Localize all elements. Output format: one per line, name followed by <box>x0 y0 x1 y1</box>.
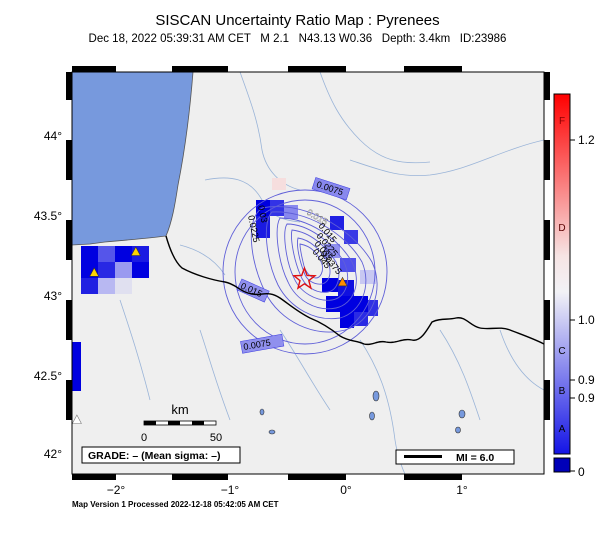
colorbar-value: 1.0 <box>578 313 595 327</box>
epicenter-star-icon <box>292 266 317 290</box>
sea-bay-of-biscay <box>72 72 194 246</box>
scale-bar-label: 50 <box>210 432 222 444</box>
colorbar-letter: B <box>559 386 566 397</box>
colorbar-letter: C <box>558 346 565 357</box>
lat-tick-label: 44° <box>44 129 62 143</box>
colorbar-value: 0.9 <box>578 391 595 405</box>
lon-tick-label: 0° <box>340 483 352 497</box>
frame-ticks <box>66 66 550 480</box>
station-triangle-icon <box>337 276 348 287</box>
event-date: Dec 18, 2022 05:39:31 AM CET <box>88 33 251 45</box>
contour-label: 0.0075 <box>243 337 272 352</box>
event-id: ID:23986 <box>459 33 507 45</box>
scale-bar: km 0 50 <box>141 402 222 444</box>
event-info: Dec 18, 2022 05:39:31 AM CET M 2.1 N43.1… <box>0 33 595 45</box>
event-location: N43.13 W0.36 <box>298 33 373 45</box>
lat-tick-label: 43° <box>44 289 62 303</box>
colorbar-letter: F <box>559 116 565 127</box>
event-depth: Depth: 3.4km <box>381 33 451 45</box>
lat-tick-label: 43.5° <box>34 209 62 223</box>
lon-tick-label: 1° <box>456 483 468 497</box>
scale-bar-label: 0 <box>141 432 147 444</box>
uncertainty-contours <box>222 189 388 355</box>
event-magnitude: M 2.1 <box>260 33 290 45</box>
lon-tick-label: −2° <box>107 483 126 497</box>
stations <box>72 246 348 424</box>
country-border <box>165 235 544 346</box>
colorbar-value: 0.9 <box>578 373 595 387</box>
station-triangle-icon <box>130 246 141 256</box>
colorbar: F D C B A 1.2 1.0 0.9 0.9 0 <box>553 93 595 479</box>
map-area: 0.0075 0.015 0.03 0.0225 0.015 0.0225 0.… <box>72 72 544 474</box>
epicenter-layer <box>292 266 317 290</box>
colorbar-gradient <box>553 93 571 455</box>
contour-label: 0.03 <box>256 204 269 223</box>
lat-tick-label: 42° <box>44 447 62 461</box>
station-triangle-icon <box>89 267 100 277</box>
map-title: SISCAN Uncertainty Ratio Map : Pyrenees <box>155 12 440 29</box>
colorbar-letter: A <box>559 424 566 435</box>
lat-tick-label: 42.5° <box>34 369 62 383</box>
colorbar-value: 0 <box>578 465 585 479</box>
colorbar-letter: D <box>558 223 565 234</box>
colorbar-value: 1.2 <box>578 133 595 147</box>
colorbar-zero-swatch <box>553 457 571 473</box>
lon-tick-label: −1° <box>221 483 240 497</box>
grade-text: GRADE: – (Mean sigma: –) <box>88 450 220 462</box>
latitude-labels: 44° 43.5° 43° 42.5° 42° <box>34 129 62 461</box>
longitude-labels: −2° −1° 0° 1° <box>107 483 468 497</box>
islands <box>259 390 466 435</box>
scale-bar-unit: km <box>171 402 188 417</box>
station-triangle-icon <box>72 414 82 424</box>
grade-box: GRADE: – (Mean sigma: –) <box>81 446 241 464</box>
mi-legend: MI = 6.0 <box>395 449 515 465</box>
mi-legend-text: MI = 6.0 <box>456 452 494 464</box>
map-footer: Map Version 1 Processed 2022-12-18 05:42… <box>72 500 279 509</box>
